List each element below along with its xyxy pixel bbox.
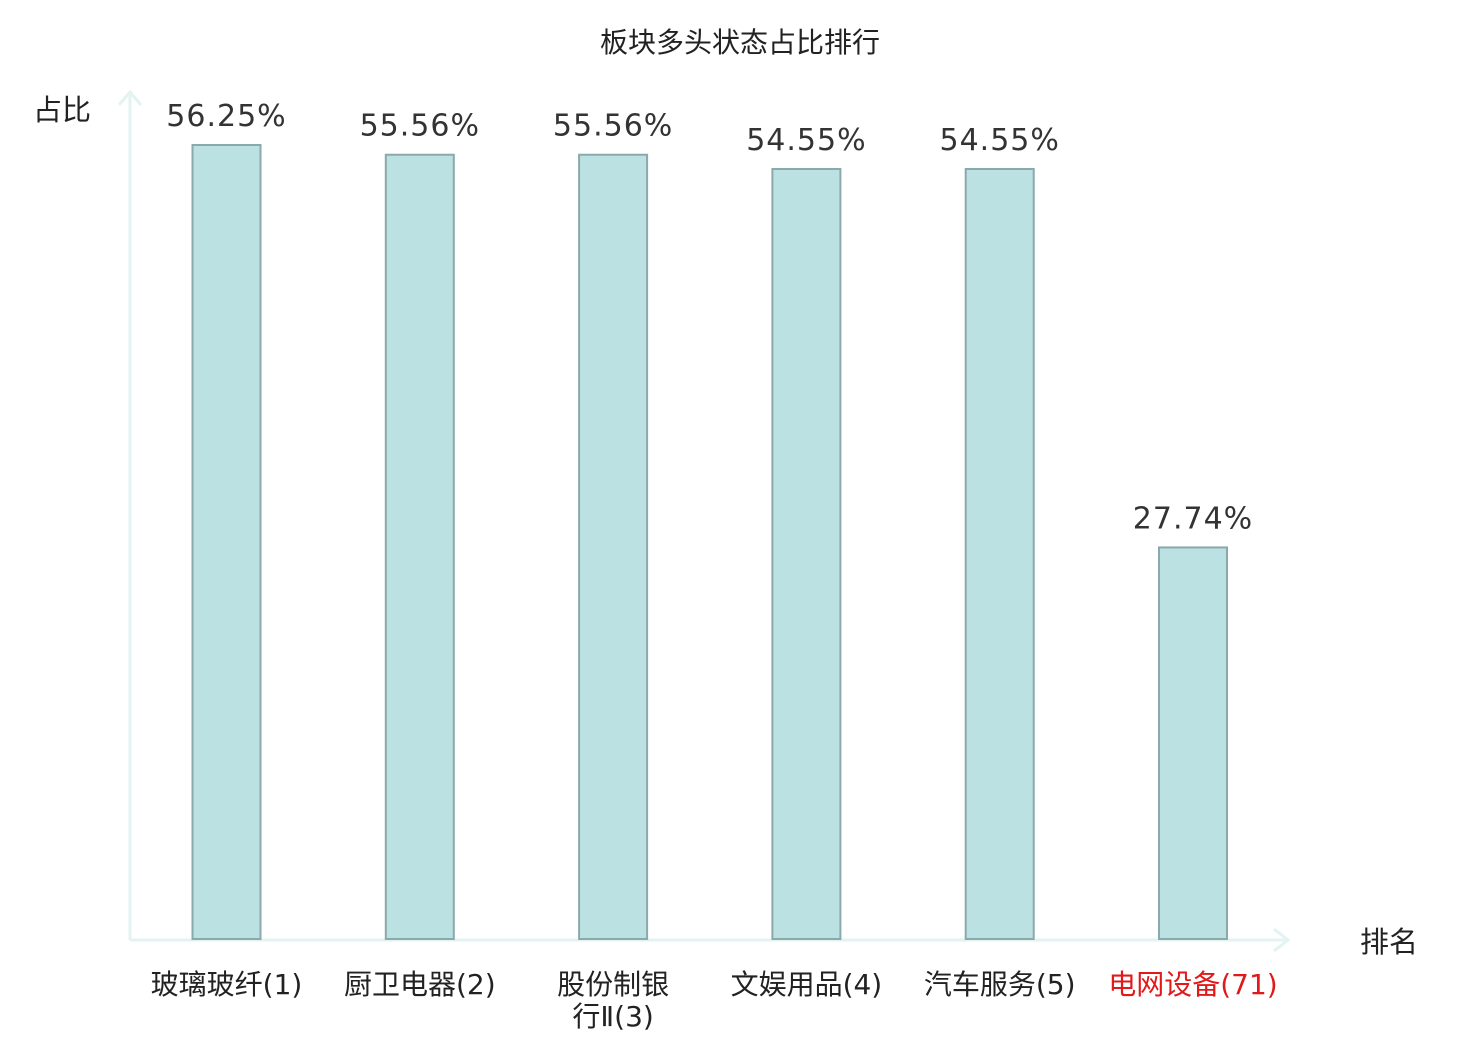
bar [771, 167, 842, 940]
bar [191, 144, 262, 940]
value-labels-group: 56.25% 55.56% 55.56% 54.55% 54.55% 27.74% [166, 99, 1253, 536]
bar-value-label: 56.25% [166, 99, 286, 134]
x-axis-label: 排名 [1360, 925, 1418, 959]
x-tick-label: 汽车服务(5) [924, 968, 1076, 1001]
bar-value-label: 54.55% [940, 123, 1060, 158]
x-tick-label: 玻璃玻纤(1) [151, 968, 303, 1001]
x-axis-arrow [1273, 927, 1291, 953]
x-tick-label: 厨卫电器(2) [344, 968, 496, 1001]
bar [964, 167, 1035, 940]
bar-value-label: 27.74% [1133, 501, 1253, 536]
x-tick-label: 股份制银 [557, 968, 669, 1001]
bar [578, 153, 649, 940]
x-tick-label: 文娱用品(4) [731, 968, 883, 1001]
y-axis-arrow [117, 89, 143, 106]
bars-group [191, 144, 1228, 941]
bar [384, 153, 455, 940]
y-axis-label: 占比 [33, 93, 91, 127]
x-tick-label: 行Ⅱ(3) [572, 1000, 653, 1033]
x-tick-label: 电网设备(71) [1108, 968, 1277, 1001]
bar-value-label: 54.55% [746, 123, 866, 158]
bar-value-label: 55.56% [553, 109, 673, 144]
chart-title: 板块多头状态占比排行 [600, 26, 880, 59]
bar [1158, 546, 1228, 941]
bar-value-label: 55.56% [360, 109, 480, 144]
